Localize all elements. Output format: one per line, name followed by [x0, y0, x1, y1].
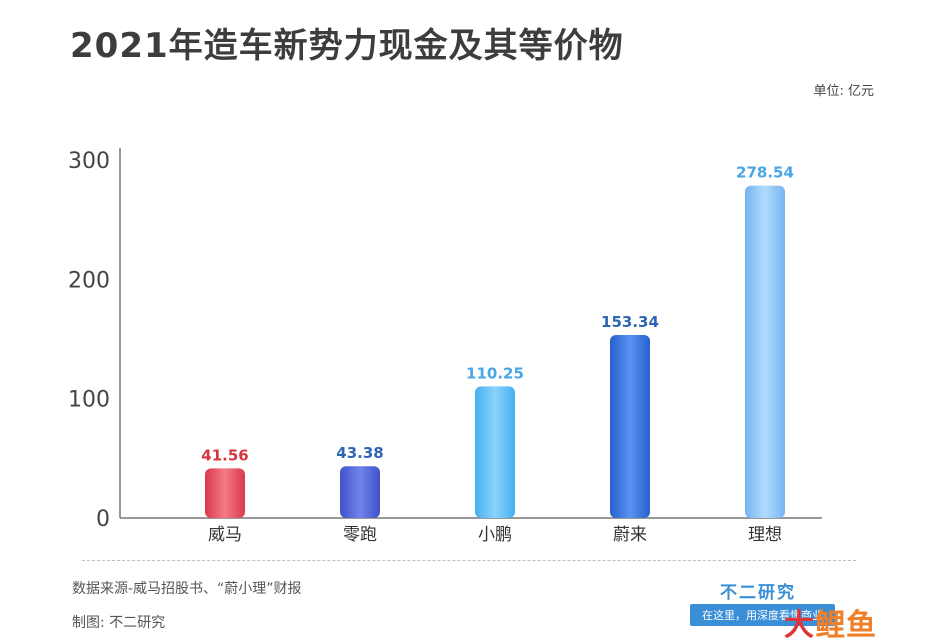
unit-label: 单位: 亿元	[813, 84, 874, 99]
corner-logo: 大鲤鱼	[784, 600, 877, 644]
x-category-label: 零跑	[343, 525, 377, 545]
bar-1	[340, 466, 380, 518]
bar-value-label: 278.54	[736, 164, 794, 182]
y-tick-label: 0	[96, 507, 110, 532]
y-tick-label: 200	[68, 268, 110, 293]
corner-logo-part-2: 鲤鱼	[815, 608, 877, 643]
y-tick-label: 300	[68, 149, 110, 174]
bar-4	[745, 185, 785, 518]
bar-3	[610, 335, 650, 518]
x-category-label: 小鹏	[478, 525, 512, 545]
bar-value-label: 41.56	[201, 446, 248, 464]
bar-0	[205, 468, 245, 518]
brand-name: 不二研究	[720, 583, 796, 603]
y-tick-label: 100	[68, 388, 110, 413]
brand-slogan: 在这里，用深度看懂商业	[690, 604, 835, 626]
footer-divider	[82, 560, 856, 561]
chart-maker: 制图: 不二研究	[72, 615, 166, 631]
x-category-label: 理想	[748, 525, 782, 545]
x-category-label: 蔚来	[613, 525, 647, 545]
corner-logo-part-1: 大	[784, 608, 815, 643]
bar-value-label: 43.38	[336, 444, 383, 462]
chart-title: 2021年造车新势力现金及其等价物	[70, 26, 624, 66]
bar-2	[475, 386, 515, 518]
data-source: 数据来源-威马招股书、“蔚小理”财报	[72, 581, 302, 597]
bar-value-label: 153.34	[601, 313, 659, 331]
bar-value-label: 110.25	[466, 364, 524, 382]
x-category-label: 威马	[208, 525, 242, 545]
